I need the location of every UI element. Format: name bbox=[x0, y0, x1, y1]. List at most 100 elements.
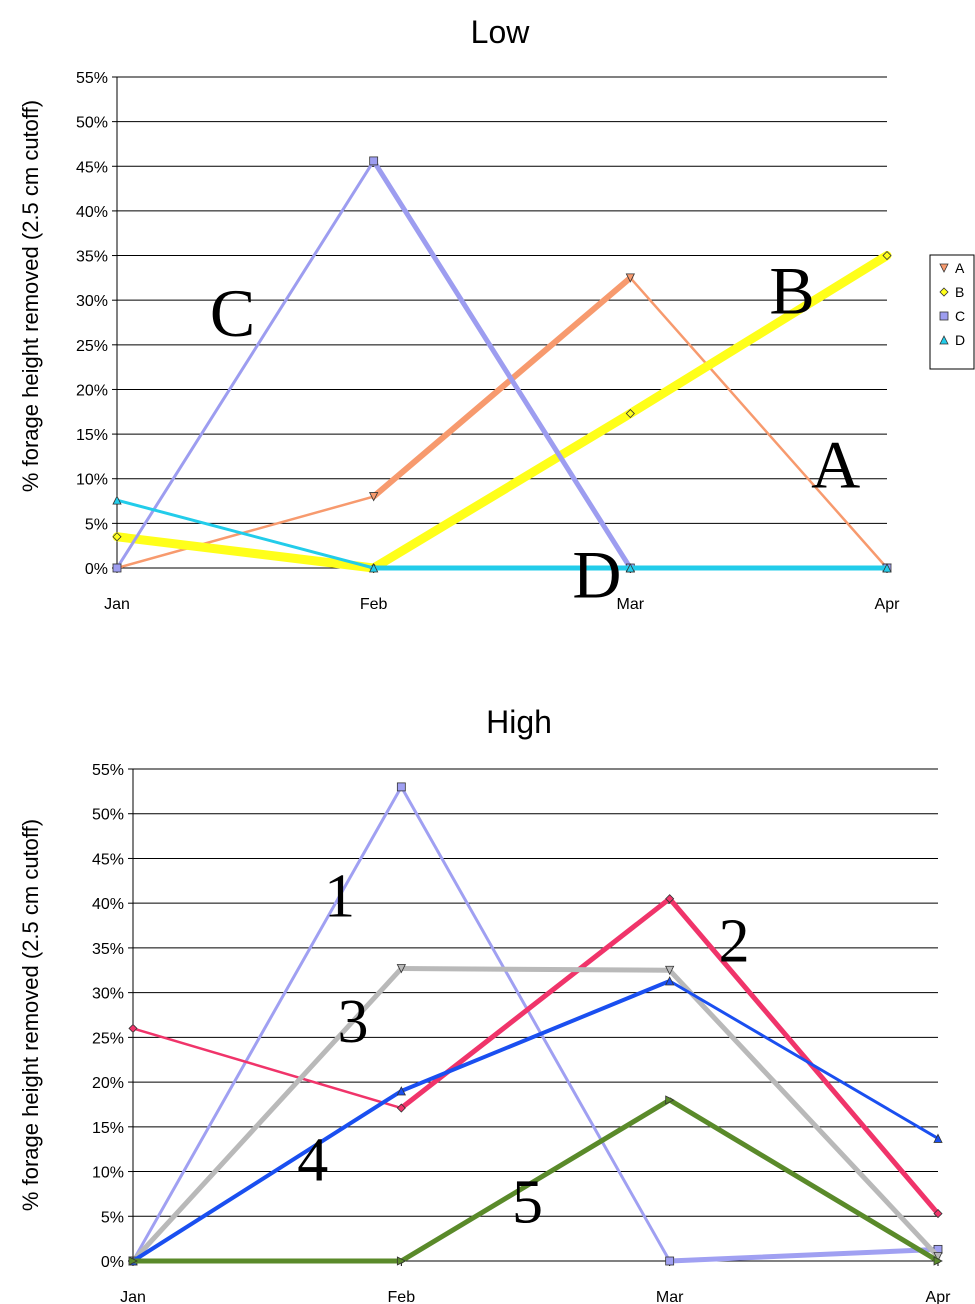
series-segment bbox=[667, 1097, 941, 1264]
y-tick-label: 25% bbox=[92, 1030, 124, 1047]
y-tick-label: 35% bbox=[92, 941, 124, 958]
series-B bbox=[112, 250, 892, 573]
y-tick-label: 40% bbox=[92, 896, 124, 913]
data-point bbox=[369, 156, 379, 166]
series-segment bbox=[667, 967, 941, 1260]
legend-label: C bbox=[955, 308, 965, 324]
data-point bbox=[396, 1256, 407, 1266]
y-tick-label: 30% bbox=[92, 986, 124, 1003]
legend-marker bbox=[939, 263, 949, 273]
data-point bbox=[882, 563, 892, 573]
series-annotation: 4 bbox=[297, 1126, 328, 1194]
y-tick-label: 55% bbox=[92, 762, 124, 779]
y-axis-label: % forage height removed (2.5 cm cutoff) bbox=[18, 819, 43, 1211]
series-annotation: 3 bbox=[338, 988, 369, 1056]
series-segment bbox=[370, 274, 634, 500]
chart-title: High bbox=[486, 704, 552, 740]
legend-label: B bbox=[955, 284, 964, 300]
y-tick-label: 35% bbox=[76, 249, 108, 266]
data-point bbox=[933, 1209, 943, 1219]
y-tick-label: 5% bbox=[85, 516, 108, 533]
y-tick-label: 15% bbox=[76, 427, 108, 444]
data-point bbox=[882, 250, 892, 261]
x-tick-label: Apr bbox=[926, 1289, 952, 1304]
y-tick-label: 40% bbox=[76, 204, 108, 221]
series-annotation: B bbox=[769, 253, 814, 329]
series-segment bbox=[398, 1097, 673, 1264]
data-point bbox=[369, 563, 379, 573]
data-point bbox=[112, 563, 122, 573]
y-tick-label: 20% bbox=[76, 382, 108, 399]
y-tick-label: 5% bbox=[101, 1209, 124, 1226]
y-tick-label: 50% bbox=[76, 115, 108, 132]
chart-title: Low bbox=[471, 14, 531, 50]
data-point bbox=[933, 1252, 943, 1262]
series-segment bbox=[115, 159, 376, 570]
y-tick-label: 25% bbox=[76, 338, 108, 355]
data-point bbox=[396, 1103, 406, 1113]
y-tick-label: 55% bbox=[76, 70, 108, 87]
x-tick-label: Feb bbox=[360, 596, 388, 613]
data-point bbox=[933, 1133, 943, 1143]
series-5 bbox=[128, 1095, 943, 1266]
series-A bbox=[112, 273, 892, 573]
series-annotation: 2 bbox=[719, 907, 750, 975]
series-segment bbox=[131, 1089, 404, 1263]
legend-box bbox=[929, 254, 975, 370]
x-tick-label: Jan bbox=[120, 1289, 146, 1304]
legend-label: D bbox=[955, 332, 965, 348]
data-point bbox=[396, 1086, 406, 1096]
y-tick-label: 0% bbox=[85, 561, 108, 578]
data-point bbox=[665, 976, 675, 986]
x-tick-label: Jan bbox=[104, 596, 130, 613]
series-segment bbox=[131, 1027, 403, 1110]
x-tick-label: Mar bbox=[617, 596, 645, 613]
series-annotation: D bbox=[572, 536, 621, 612]
y-tick-label: 45% bbox=[92, 851, 124, 868]
series-segment bbox=[112, 532, 379, 573]
series-annotation: A bbox=[811, 427, 860, 503]
legend-marker bbox=[939, 311, 949, 321]
y-axis-label: % forage height removed (2.5 cm cutoff) bbox=[18, 100, 43, 492]
legend-marker bbox=[939, 287, 949, 297]
series-annotation: C bbox=[210, 275, 255, 351]
series-segment bbox=[668, 979, 940, 1140]
series-segment bbox=[667, 896, 941, 1217]
y-tick-label: 30% bbox=[76, 293, 108, 310]
series-4 bbox=[128, 976, 943, 1266]
data-point bbox=[396, 782, 406, 792]
chart-low: Low % forage height removed (2.5 cm cuto… bbox=[18, 14, 975, 613]
series-segment bbox=[629, 276, 889, 570]
data-point bbox=[625, 408, 635, 419]
series-annotation: 1 bbox=[324, 863, 355, 931]
data-point bbox=[128, 1023, 138, 1033]
y-tick-label: 15% bbox=[92, 1120, 124, 1137]
data-point bbox=[933, 1256, 943, 1266]
data-point bbox=[396, 964, 406, 974]
x-tick-label: Mar bbox=[656, 1289, 684, 1304]
data-point bbox=[665, 965, 675, 976]
y-tick-label: 0% bbox=[101, 1254, 124, 1271]
y-tick-label: 20% bbox=[92, 1075, 124, 1092]
x-tick-label: Apr bbox=[875, 596, 901, 613]
data-point bbox=[112, 495, 122, 505]
data-point bbox=[625, 563, 635, 573]
series-segment bbox=[625, 251, 892, 419]
series-segment bbox=[115, 498, 376, 570]
series-segment bbox=[371, 158, 633, 571]
data-point bbox=[625, 273, 635, 283]
data-point bbox=[369, 492, 379, 502]
series-segment bbox=[398, 965, 673, 973]
y-tick-label: 10% bbox=[76, 472, 108, 489]
series-D bbox=[112, 495, 892, 573]
data-point bbox=[112, 532, 122, 542]
x-tick-label: Feb bbox=[388, 1289, 416, 1304]
y-tick-label: 50% bbox=[92, 807, 124, 824]
chart-high: High % forage height removed (2.5 cm cut… bbox=[18, 704, 951, 1304]
series-segment bbox=[115, 495, 375, 570]
series-segment bbox=[399, 785, 672, 1263]
series-annotation: 5 bbox=[512, 1169, 543, 1237]
legend-label: A bbox=[955, 260, 965, 276]
series-segment bbox=[667, 1246, 941, 1264]
